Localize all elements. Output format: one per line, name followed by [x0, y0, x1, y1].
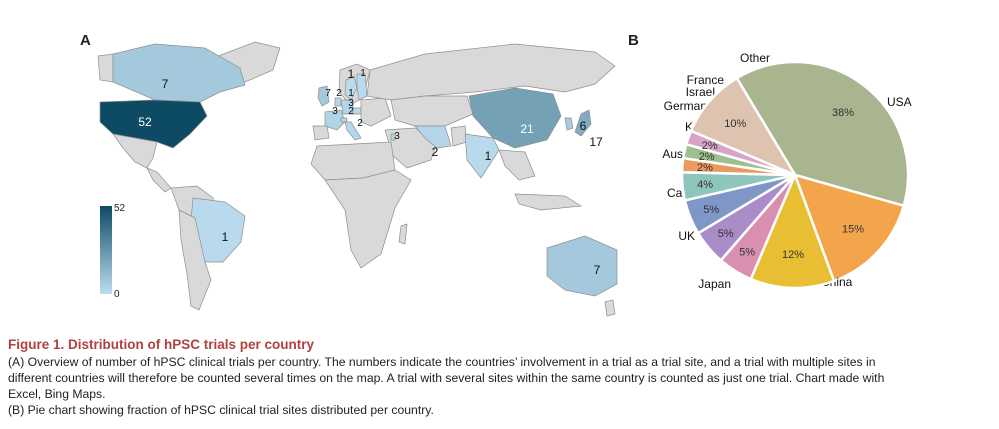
netherlands-shape: [334, 97, 342, 107]
colorbar-max-label: 52: [114, 203, 126, 214]
map-value-label: 1: [348, 67, 355, 81]
figure-caption: Figure 1. Distribution of hPSC trials pe…: [8, 337, 993, 418]
map-value-label: 3: [348, 98, 354, 109]
israel-shape: [390, 133, 396, 141]
pie-slice-japan: [749, 171, 836, 290]
switzerland-shape: [340, 117, 348, 123]
map-value-label: 21: [520, 122, 534, 136]
pie-slice-other: [689, 76, 799, 178]
map-value-label: 2: [336, 88, 342, 99]
central-america-shape: [146, 167, 172, 193]
map-value-label: 2: [432, 145, 439, 159]
pie-percent-label: 4%: [697, 179, 713, 191]
pie-slice-usa: [735, 60, 910, 208]
pie-slice-china: [792, 173, 906, 283]
caption-line: (A) Overview of number of hPSC clinical …: [8, 355, 876, 369]
south-america-south-shape: [178, 209, 212, 311]
pie-category-label: Japan: [698, 277, 731, 291]
indonesia-shape: [514, 193, 583, 211]
iran-shape: [414, 125, 452, 149]
pie-category-label: Other: [740, 51, 770, 65]
new-zealand-shape: [604, 299, 616, 317]
finland-shape: [356, 73, 368, 101]
pie-percent-label: 38%: [832, 107, 854, 119]
usa-shape: [99, 99, 208, 149]
caption-title: Figure 1. Distribution of hPSC trials pe…: [8, 337, 315, 352]
map-value-label: 17: [589, 135, 603, 149]
pie-percent-label: 15%: [842, 224, 864, 236]
pie-percent-label: 10%: [724, 118, 746, 130]
map-value-label: 1: [222, 230, 229, 244]
map-value-label: 2: [348, 106, 354, 117]
east-europe-shape: [360, 97, 392, 127]
pie-category-label: Israel: [686, 85, 715, 99]
china-shape: [468, 87, 562, 149]
pie-percent-label: 5%: [703, 204, 719, 216]
uk-shape: [317, 85, 330, 107]
japan-shape: [574, 109, 592, 137]
sweden-shape: [344, 75, 358, 101]
map-value-label: 7: [594, 263, 601, 277]
caption-line: Excel, Bing Maps.: [8, 387, 106, 401]
map-value-label: 52: [138, 115, 152, 129]
pie-percent-label: 2%: [699, 151, 715, 163]
pie-chart: 38%USA15%China12%Japan5%UK5%Canada5%Aust…: [662, 51, 912, 291]
pie-category-label: France: [687, 73, 725, 87]
map-value-label: 3: [394, 131, 400, 142]
mexico-shape: [112, 133, 158, 169]
alaska-shape: [97, 53, 114, 83]
pie-percent-label: 12%: [782, 249, 804, 261]
central-asia-shape: [390, 95, 474, 127]
map-value-label: 7: [325, 88, 331, 99]
map-value-label: 2: [357, 118, 363, 129]
pie-category-label: UK: [678, 229, 695, 243]
map-value-label: 1: [360, 68, 366, 79]
italy-shape: [344, 121, 362, 141]
pie-category-label: Germany: [664, 99, 713, 113]
india-shape: [464, 133, 500, 179]
pie-percent-label: 5%: [739, 247, 755, 259]
southeast-asia-shape: [498, 149, 536, 181]
colorbar-min-label: 0: [114, 289, 120, 300]
russia-shape: [366, 43, 616, 101]
panel-a-letter: A: [80, 32, 91, 49]
caption-line: different countries will therefore be co…: [8, 371, 885, 385]
madagascar-shape: [398, 223, 408, 245]
pie-percent-label: 5%: [718, 228, 734, 240]
korea-shape: [564, 117, 574, 131]
pie-percent-label: 2%: [697, 162, 713, 174]
map-value-label: 7: [162, 77, 169, 91]
map-value-label: 6: [580, 119, 587, 133]
australia-shape: [546, 235, 618, 297]
czech-shape: [352, 107, 362, 115]
canada-shape: [112, 43, 246, 103]
colorbar: [100, 206, 112, 294]
panel-b-letter: B: [628, 32, 639, 49]
iberia-shape: [312, 125, 330, 141]
pie-percent-label: 2%: [702, 140, 718, 152]
pie-category-label: USA: [887, 95, 912, 109]
caption-line: (B) Pie chart showing fraction of hPSC c…: [8, 403, 434, 417]
map-value-label: 1: [485, 149, 492, 163]
france-shape: [324, 109, 346, 131]
map-value-label: 3: [332, 106, 338, 117]
map-value-label: 1: [348, 88, 354, 99]
africa-south-shape: [324, 169, 412, 269]
pakistan-shape: [450, 125, 468, 147]
